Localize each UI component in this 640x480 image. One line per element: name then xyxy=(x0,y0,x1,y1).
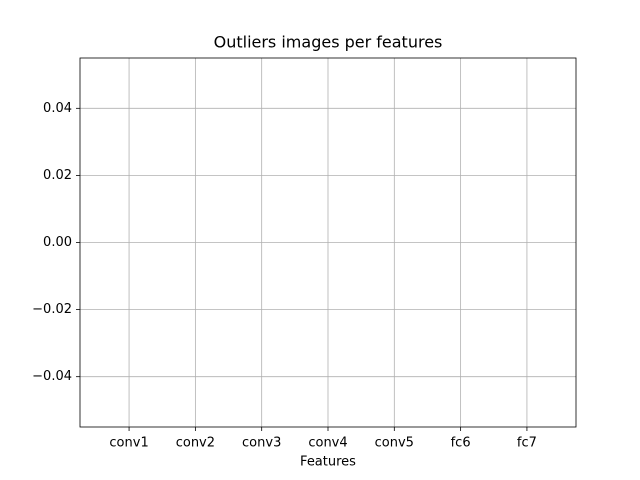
x-tick-label: fc7 xyxy=(517,436,537,451)
y-tick-label: 0.00 xyxy=(43,235,72,250)
x-tick-label: conv3 xyxy=(242,436,281,451)
y-tick-label: −0.02 xyxy=(32,302,72,317)
chart-title: Outliers images per features xyxy=(214,33,443,52)
x-tick-label: fc6 xyxy=(451,436,471,451)
y-tick-label: −0.04 xyxy=(32,369,72,384)
x-tick-label: conv4 xyxy=(308,436,347,451)
x-tick-label: conv5 xyxy=(375,436,414,451)
x-tick-label: conv2 xyxy=(176,436,215,451)
plot-frame xyxy=(79,57,577,428)
x-axis-label: Features xyxy=(300,455,356,470)
y-tick-label: 0.04 xyxy=(43,101,72,116)
x-tick-label: conv1 xyxy=(109,436,148,451)
y-tick-label: 0.02 xyxy=(43,168,72,183)
